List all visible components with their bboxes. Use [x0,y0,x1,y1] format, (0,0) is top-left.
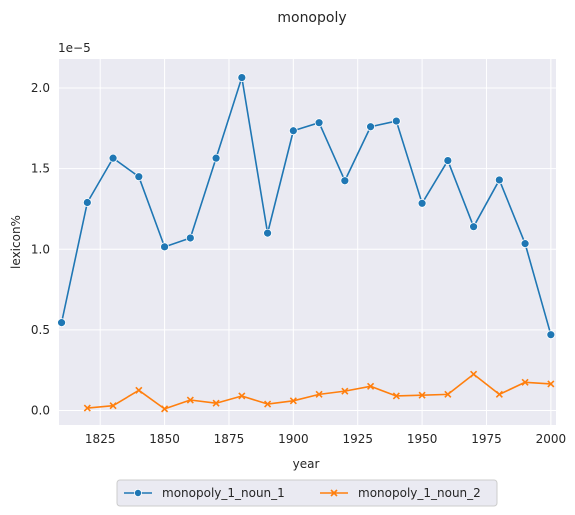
data-point [495,390,503,398]
y-tick-label: 0.5 [31,323,50,337]
data-point [469,222,478,232]
data-point [314,118,324,128]
data-point [82,198,92,207]
data-point [83,404,91,412]
data-point [444,390,452,398]
data-point [185,233,195,243]
data-point [264,400,272,408]
data-point [263,228,272,238]
x-tick-label: 1950 [407,432,438,446]
series-1 [57,73,556,340]
data-point [341,387,349,395]
data-point [443,156,453,165]
series-layer [57,73,556,413]
data-point [391,116,401,126]
data-point [521,378,529,386]
data-point [161,405,169,413]
data-point [134,172,144,182]
x-tick-label: 1825 [85,432,116,446]
data-point [392,392,400,400]
data-point [238,392,246,400]
data-point [546,330,556,340]
legend-label-series-1: monopoly_1_noun_1 [162,486,285,500]
legend-marker-series-2 [330,489,338,497]
y-tick-label: 1.5 [31,162,50,176]
data-point [160,242,169,252]
data-point [212,399,220,407]
data-point [288,126,298,136]
x-tick-label: 2000 [536,432,567,446]
legend-box [116,479,498,507]
data-point [547,380,555,388]
x-tick-label: 1975 [471,432,502,446]
data-point [470,370,478,378]
data-point [315,390,323,398]
x-tick-label: 1900 [278,432,309,446]
legend-label-series-2: monopoly_1_noun_2 [358,486,481,500]
y-scale-label: 1e−5 [58,41,91,55]
data-point [237,73,247,82]
data-point [417,198,427,208]
x-tick-label: 1875 [214,432,245,446]
legend: monopoly_1_noun_1 monopoly_1_noun_2 [116,479,498,507]
data-point [135,386,143,394]
y-tick-labels: 0.0 0.5 1.0 1.5 2.0 [31,81,50,417]
series-2 [83,370,555,413]
y-tick-label: 2.0 [31,81,50,95]
data-point [418,391,426,399]
x-axis-label: year [293,457,320,471]
data-point [367,382,375,390]
data-point [57,318,66,328]
chart-title: monopoly [277,10,346,26]
x-tick-label: 1850 [149,432,180,446]
y-axis-label: lexicon% [9,215,23,269]
series-line [60,76,552,335]
data-point [340,176,350,186]
plot-area [59,59,556,425]
data-point [108,153,118,163]
data-point [211,153,221,163]
x-tick-labels: 1825 1850 1875 1900 1925 1950 1975 2000 [85,432,566,446]
x-tick-label: 1925 [342,432,373,446]
legend-marker-series-1 [133,488,142,497]
data-point [186,396,194,404]
y-tick-label: 0.0 [31,403,50,417]
data-point [494,175,504,185]
data-point [109,402,117,410]
data-point [289,397,297,405]
data-point [366,122,375,132]
y-tick-label: 1.0 [31,242,50,256]
data-point [520,239,530,249]
